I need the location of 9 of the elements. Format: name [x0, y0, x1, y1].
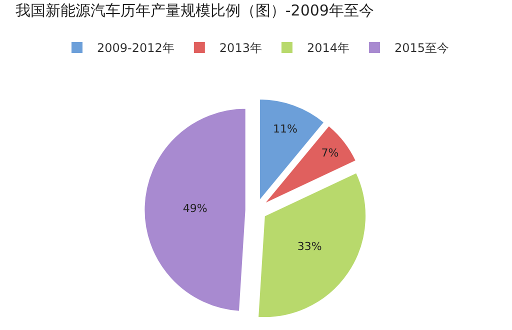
legend-label: 2009-2012年	[97, 41, 174, 56]
data-label: 11%	[272, 122, 298, 136]
chart-title: 我国新能源汽车历年产量规模比例（图）-2009年至今	[15, 1, 374, 20]
data-label: 7%	[321, 146, 339, 160]
data-label: 49%	[182, 202, 208, 215]
legend-label: 2014年	[306, 41, 350, 56]
legend-label: 2013年	[219, 41, 262, 56]
data-label: 33%	[297, 240, 322, 254]
legend-label: 2015至今	[394, 41, 450, 56]
